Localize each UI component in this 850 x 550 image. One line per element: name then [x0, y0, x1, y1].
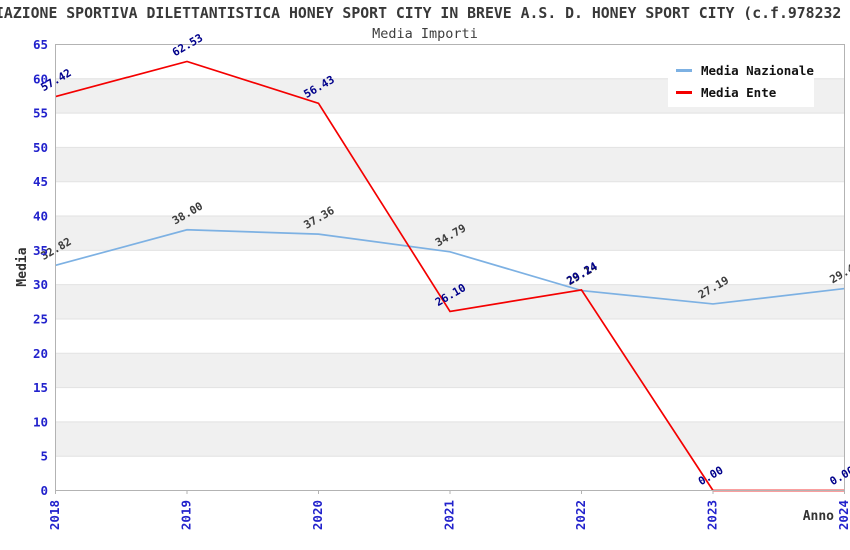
x-tick-label: 2020 [310, 500, 325, 530]
x-tick-label: 2022 [573, 500, 588, 530]
data-label: 29.24 [565, 259, 601, 287]
chart-subtitle: Media Importi [372, 26, 478, 42]
plot-band [55, 353, 845, 388]
legend-item-media-ente: Media Ente [676, 84, 814, 100]
y-tick-label: 15 [33, 380, 48, 395]
x-axis-title: Anno [803, 509, 834, 524]
data-label: 0.00 [696, 464, 725, 489]
y-tick-label: 20 [33, 346, 48, 361]
x-tick-label: 2021 [442, 500, 457, 530]
y-tick-label: 55 [33, 106, 48, 121]
legend-swatch-red-line-icon [676, 90, 692, 94]
y-tick-label: 35 [33, 243, 48, 258]
plot-band [55, 216, 845, 251]
series-line-media-nazionale [55, 228, 845, 305]
data-label: 0.00 [828, 464, 850, 489]
y-tick-label: 40 [33, 209, 48, 224]
legend-label: Media Ente [701, 84, 777, 100]
y-tick-label: 0 [40, 483, 48, 498]
plot-band [55, 421, 845, 457]
y-tick-label: 30 [33, 277, 48, 292]
x-tick-label: 2018 [47, 500, 62, 530]
y-tick-label: 45 [33, 174, 48, 189]
data-label: 62.53 [170, 31, 205, 59]
plot-band [55, 147, 845, 182]
x-tick-label: 2019 [179, 500, 194, 530]
x-tick-label: 2024 [836, 500, 850, 530]
legend: Media Nazionale Media Ente [668, 56, 814, 107]
x-tick-label: 2023 [705, 500, 720, 530]
y-tick-label: 50 [33, 140, 48, 155]
y-tick-label: 65 [33, 37, 48, 52]
y-tick-label: 10 [33, 414, 48, 429]
data-label: 29.43 [828, 258, 850, 286]
legend-swatch-blue-line-icon [676, 68, 692, 72]
y-tick-label: 60 [33, 71, 48, 86]
legend-item-media-nazionale: Media Nazionale [676, 62, 814, 78]
y-axis-title: Media [15, 247, 30, 286]
y-tick-label: 25 [33, 311, 48, 326]
legend-label: Media Nazionale [701, 62, 814, 78]
plot-band [55, 284, 845, 319]
chart-title: IAZIONE SPORTIVA DILETTANTISTICA HONEY S… [0, 5, 842, 22]
y-tick-label: 5 [40, 449, 48, 464]
